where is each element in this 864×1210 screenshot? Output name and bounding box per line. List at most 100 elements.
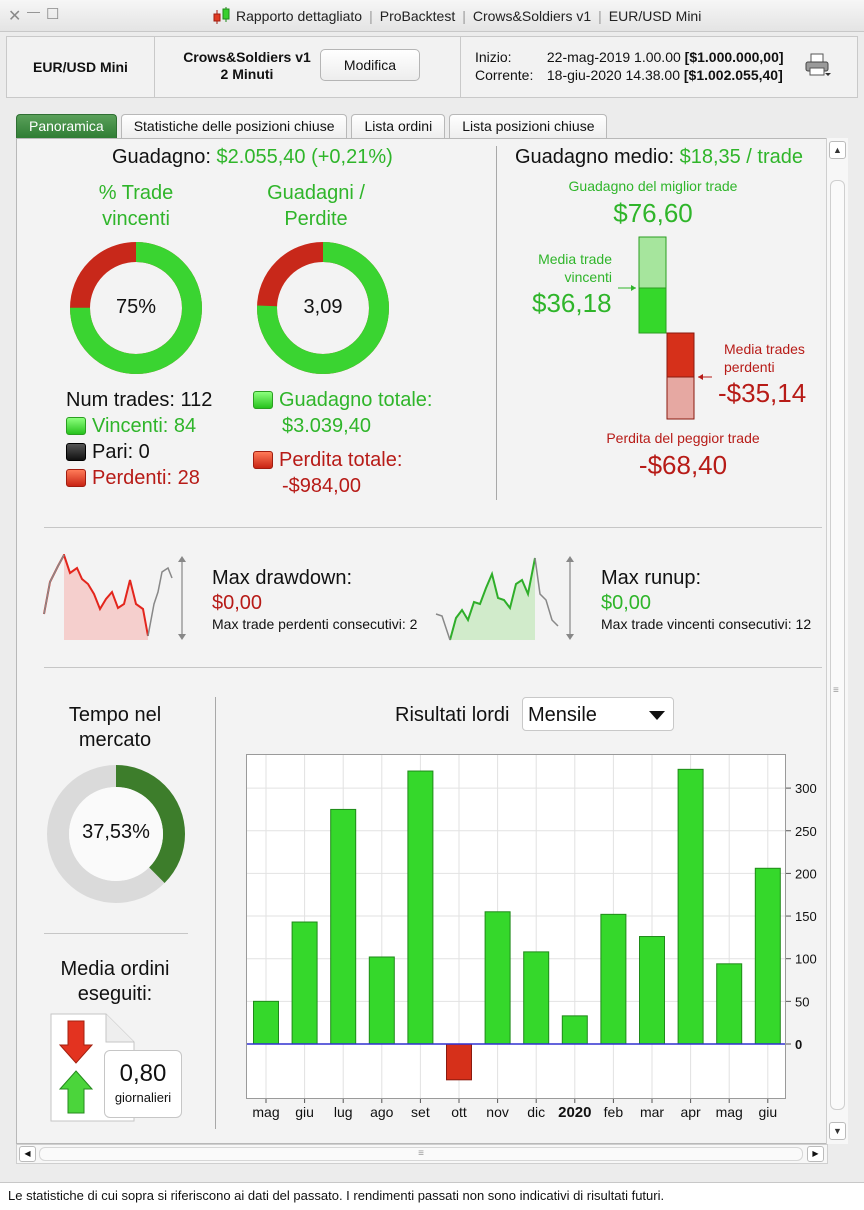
close-icon[interactable]: ✕ [8,8,22,25]
scroll-left-button[interactable]: ◀ [19,1146,36,1162]
bar-lug [330,808,357,1045]
bar-nov [484,911,511,1045]
current-label: Corrente: [475,67,534,83]
x-tick-label: feb [604,1104,624,1120]
bar-ott [446,1043,472,1081]
title-part-app: ProBacktest [379,8,456,24]
runup-value: $0,00 [601,592,652,614]
orders-value: 0,80 [119,1060,167,1087]
x-tick-label: ago [370,1104,394,1120]
arrow-down-icon [58,1020,94,1064]
orders-title-line1: Media ordini [60,958,170,980]
y-tick-label: 100 [795,952,817,967]
runup-sparkline [435,556,574,641]
total-loss-label-row: Perdita totale: [253,447,432,473]
x-tick-label: lug [334,1104,353,1120]
gain-loss-title: Guadagni / Perdite [246,180,386,232]
market-time-title-line1: Tempo nel [68,704,162,726]
scroll-down-button[interactable]: ▼ [829,1122,846,1140]
best-trade-value: $76,60 [613,198,693,228]
scroll-right-button[interactable]: ▶ [807,1146,824,1162]
tab-closed-positions-stats[interactable]: Statistiche delle posizioni chiuse [120,114,348,138]
strategy-timeframe: 2 Minuti [220,66,274,82]
vertical-scrollbar[interactable]: ▲ ≡ ▼ [826,138,848,1144]
average-gain-summary: Guadagno medio: $18,35 / trade [515,146,803,169]
market-time-value: 37,53% [82,821,150,843]
worst-trade-label: Perdita del peggior trade [606,430,760,446]
scroll-grip-icon: ≡ [833,685,839,696]
even-row: Pari: 0 [66,439,212,465]
scroll-grip-icon: ≡ [418,1148,424,1159]
horizontal-scrollbar[interactable]: ◀ ≡ ▶ [16,1144,828,1164]
results-title: Risultati lordi [395,704,510,726]
best-trade-bar [638,236,667,289]
total-gain-label-row: Guadagno totale: [253,387,432,413]
bar-2020 [561,1015,588,1045]
edit-button[interactable]: Modifica [320,49,420,81]
total-loss-value: -$984,00 [282,475,361,497]
start-row: Inizio: 22-mag-2019 1.00.00 [$1.000.000,… [475,49,784,65]
x-tick-label: mar [640,1104,664,1120]
bar-dic [523,951,550,1045]
minimize-icon[interactable]: — [27,4,40,19]
maximize-icon[interactable]: ☐ [46,6,60,23]
avg-loss-label: Media trades perdenti [724,340,805,376]
avg-win-value: $36,18 [532,288,612,318]
horizontal-scroll-thumb[interactable]: ≡ [39,1147,803,1161]
total-gain-label: Guadagno totale: [279,389,433,411]
win-rate-value: 75% [115,296,157,318]
bar-giu [291,921,318,1045]
bar-feb [600,913,627,1045]
drawdown-value: $0,00 [212,592,263,614]
worst-trade-bar [666,376,695,420]
worst-trade-value: -$68,40 [638,450,728,480]
market-time-title: Tempo nel mercato [40,703,190,753]
y-tick-label: 150 [795,909,817,924]
avg-loss-label-line1: Media trades [724,341,805,357]
period-dropdown[interactable]: Mensile [522,697,674,731]
orders-value-box: 0,80 giornalieri [104,1050,182,1118]
x-tick-label: giu [758,1104,777,1120]
section-separator [44,667,822,668]
x-tick-label: mag [252,1104,279,1120]
market-time-arc [47,765,185,903]
x-tick-label: nov [486,1104,509,1120]
period-dropdown-value: Mensile [528,704,597,726]
avg-win-label: Media trade vincenti [512,250,612,286]
gain-summary: Guadagno: $2.055,40 (+0,21%) [112,146,393,169]
runup-title: Max runup: [601,567,702,589]
x-tick-label: dic [527,1104,545,1120]
profit-factor-value: 3,09 [303,296,343,318]
gain-value: $2.055,40 (+0,21%) [216,146,393,168]
donut-win-arc [70,242,202,374]
vertical-scroll-thumb[interactable]: ≡ [830,180,845,1110]
average-trade-bars [618,236,712,420]
bar-apr [677,768,704,1045]
x-tick-label: ott [451,1104,467,1120]
tab-order-list[interactable]: Lista ordini [351,114,446,138]
market-time-donut [47,765,185,903]
win-pct-title-line2: vincenti [102,208,170,230]
printer-icon[interactable] [804,53,832,79]
donut-gain-arc [257,242,389,374]
tab-overview[interactable]: Panoramica [16,114,117,138]
average-gain-label: Guadagno medio: [515,146,675,168]
avg-loss-value: -$35,14 [718,378,807,408]
bar-mag [716,963,743,1045]
instrument-name: EUR/USD Mini [7,37,155,97]
drawdown-consecutive: Max trade perdenti consecutivi: 2 [212,616,418,632]
scroll-up-button[interactable]: ▲ [829,141,846,159]
trade-counts: Num trades: 112 Vincenti: 84 Pari: 0 Per… [66,387,212,491]
avg-win-label-line1: Media trade [538,251,612,267]
title-part-symbol: EUR/USD Mini [608,8,702,24]
num-trades: Num trades: 112 [66,389,213,411]
drawdown-sparkline [43,554,186,640]
y-tick-label: 50 [795,994,809,1009]
tab-closed-positions-list[interactable]: Lista posizioni chiuse [449,114,608,138]
average-gain-value: $18,35 / trade [679,146,804,168]
green-square-icon [66,417,86,435]
winners-count: Vincenti: 84 [92,415,197,437]
bar-mar [639,936,665,1045]
y-tick-label: 250 [795,824,817,839]
bar-set [407,770,434,1045]
